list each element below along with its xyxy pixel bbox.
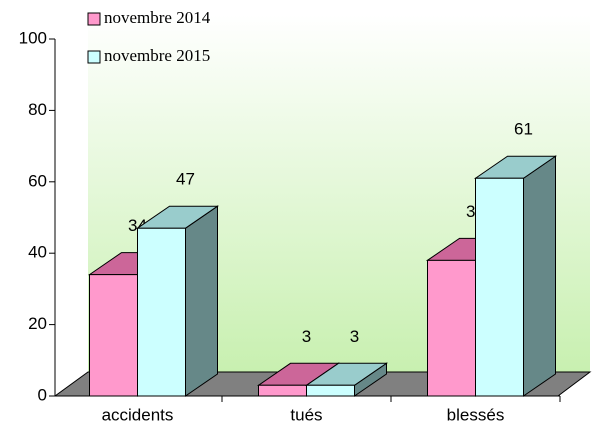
bar — [304, 362, 389, 397]
y-tick-label: 40 — [28, 243, 47, 262]
x-tick-label: accidents — [102, 405, 174, 424]
bar-face — [185, 205, 218, 397]
legend-swatch — [87, 12, 101, 26]
y-tick-label: 60 — [28, 171, 47, 190]
legend-swatch — [87, 50, 101, 64]
bar-face — [137, 227, 186, 397]
bar-face — [523, 155, 556, 397]
legend-label: novembre 2015 — [104, 46, 210, 65]
bar-face — [258, 384, 307, 397]
value-label: 47 — [176, 170, 195, 189]
legend-label: novembre 2014 — [104, 8, 211, 27]
x-tick-label: blessés — [447, 405, 505, 424]
bar-face — [306, 384, 355, 397]
value-label: 3 — [350, 327, 359, 346]
bar — [473, 155, 558, 397]
y-tick-label: 20 — [28, 314, 47, 333]
bar-face — [475, 177, 524, 397]
value-label: 61 — [514, 120, 533, 139]
y-tick-label: 100 — [19, 28, 47, 47]
bar-face — [89, 274, 138, 397]
bar — [135, 205, 220, 397]
bar-face — [427, 259, 476, 397]
y-tick-label: 80 — [28, 100, 47, 119]
x-tick-label: tués — [290, 405, 322, 424]
y-tick-label: 0 — [38, 385, 47, 404]
value-label: 3 — [302, 327, 311, 346]
